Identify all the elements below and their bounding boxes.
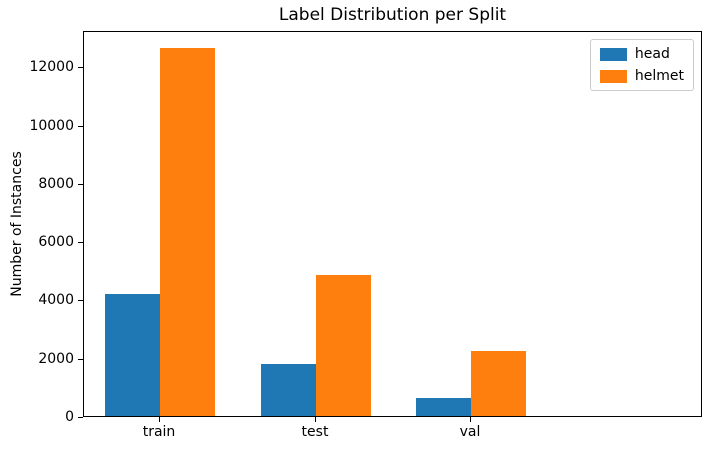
x-tick-label-test: test: [301, 424, 329, 440]
bar-head-test: [261, 364, 316, 416]
y-tick-label: 4000: [38, 292, 74, 308]
bar-helmet-test: [316, 275, 371, 416]
bar-head-train: [105, 294, 160, 416]
y-tick-mark: [78, 359, 83, 360]
bar-head-val: [416, 398, 471, 416]
legend-item-head: head: [599, 46, 684, 62]
y-tick-mark: [78, 67, 83, 68]
x-tick-mark: [470, 417, 471, 422]
y-tick-label: 2000: [38, 351, 74, 367]
legend-item-helmet: helmet: [599, 68, 684, 84]
y-tick-mark: [78, 126, 83, 127]
x-tick-label-train: train: [142, 424, 176, 440]
y-tick-label: 10000: [29, 118, 74, 134]
legend-swatch-helmet: [599, 69, 627, 83]
y-tick-label: 6000: [38, 234, 74, 250]
y-tick-label: 0: [65, 409, 74, 425]
legend-label: helmet: [634, 68, 684, 84]
x-tick-mark: [315, 417, 316, 422]
bar-helmet-val: [471, 351, 526, 416]
y-tick-mark: [78, 184, 83, 185]
bar-helmet-train: [160, 48, 215, 416]
y-tick-mark: [78, 417, 83, 418]
legend-label: head: [634, 46, 670, 62]
x-tick-label-val: val: [459, 424, 481, 440]
x-tick-mark: [159, 417, 160, 422]
y-tick-label: 12000: [29, 59, 74, 75]
legend-swatch-head: [599, 47, 627, 61]
y-tick-label: 8000: [38, 176, 74, 192]
plot-area: head helmet: [83, 31, 702, 417]
legend: head helmet: [589, 39, 694, 91]
y-axis-label: Number of Instances: [9, 151, 25, 297]
y-tick-mark: [78, 300, 83, 301]
y-tick-mark: [78, 242, 83, 243]
chart-title: Label Distribution per Split: [278, 5, 507, 25]
